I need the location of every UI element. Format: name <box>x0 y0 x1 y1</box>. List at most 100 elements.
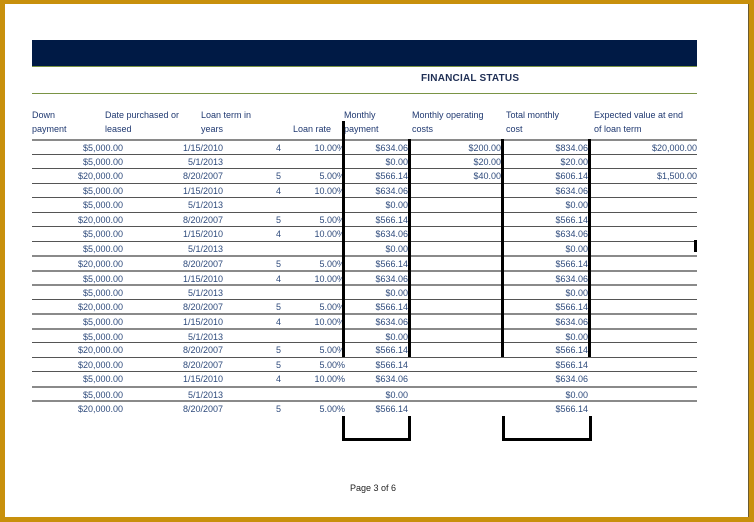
cell-rate[interactable]: 10.00% <box>314 143 345 153</box>
cell-mpay[interactable]: $566.14 <box>375 404 408 414</box>
cell-rate[interactable]: 5.00% <box>319 171 345 181</box>
cell-mpay[interactable]: $634.06 <box>375 185 408 196</box>
cell-mpay[interactable]: $566.14 <box>375 171 408 181</box>
cell-date[interactable]: 8/20/2007 <box>182 214 223 225</box>
cell-down[interactable]: $5,000.00 <box>82 389 123 400</box>
cell-rate[interactable]: 10.00% <box>314 229 345 239</box>
cell-down[interactable]: $20,000.00 <box>77 359 123 370</box>
cell-down[interactable]: $5,000.00 <box>82 200 123 210</box>
cell-date[interactable]: 5/1/2013 <box>187 331 223 342</box>
cell-mpay[interactable]: $566.14 <box>375 259 408 269</box>
cell-tot[interactable]: $634.06 <box>555 317 588 327</box>
cell-tot[interactable]: $20.00 <box>560 156 588 167</box>
cell-rate[interactable]: 5.00% <box>319 259 345 269</box>
cell-date[interactable]: 8/20/2007 <box>182 259 223 269</box>
cell-down[interactable]: $5,000.00 <box>82 229 123 239</box>
cell-mpay[interactable]: $566.14 <box>375 214 408 225</box>
cell-mpay[interactable]: $0.00 <box>385 156 408 167</box>
cell-tot[interactable]: $0.00 <box>565 288 588 298</box>
cell-date[interactable]: 5/1/2013 <box>187 243 223 254</box>
cell-mpay[interactable]: $0.00 <box>385 243 408 254</box>
cell-mpay[interactable]: $0.00 <box>385 288 408 298</box>
cell-tot[interactable]: $566.14 <box>555 301 588 312</box>
cell-tot[interactable]: $566.14 <box>555 214 588 225</box>
cell-term[interactable]: 5 <box>275 259 281 269</box>
cell-tot[interactable]: $634.06 <box>555 185 588 196</box>
cell-tot[interactable]: $834.06 <box>555 143 588 153</box>
cell-tot[interactable]: $634.06 <box>555 273 588 284</box>
cell-tot[interactable]: $634.06 <box>555 374 588 384</box>
cell-date[interactable]: 8/20/2007 <box>182 345 223 355</box>
cell-rate[interactable]: 5.00% <box>319 301 345 312</box>
cell-mpay[interactable]: $634.06 <box>375 143 408 153</box>
cell-date[interactable]: 8/20/2007 <box>182 404 223 414</box>
cell-date[interactable]: 1/15/2010 <box>182 317 223 327</box>
cell-term[interactable]: 5 <box>275 171 281 181</box>
cell-date[interactable]: 1/15/2010 <box>182 229 223 239</box>
cell-mpay[interactable]: $634.06 <box>375 317 408 327</box>
cell-term[interactable]: 4 <box>275 317 281 327</box>
cell-tot[interactable]: $0.00 <box>565 200 588 210</box>
cell-tot[interactable]: $634.06 <box>555 229 588 239</box>
cell-rate[interactable]: 10.00% <box>314 185 345 196</box>
cell-down[interactable]: $20,000.00 <box>77 259 123 269</box>
cell-term[interactable]: 4 <box>275 185 281 196</box>
cell-mpay[interactable]: $634.06 <box>375 229 408 239</box>
cell-mpay[interactable]: $0.00 <box>385 331 408 342</box>
cell-tot[interactable]: $566.14 <box>555 359 588 370</box>
cell-mpay[interactable]: $566.14 <box>375 301 408 312</box>
cell-down[interactable]: $5,000.00 <box>82 331 123 342</box>
cell-mop[interactable]: $20.00 <box>473 156 501 167</box>
cell-tot[interactable]: $0.00 <box>565 389 588 400</box>
cell-down[interactable]: $20,000.00 <box>77 171 123 181</box>
cell-tot[interactable]: $606.14 <box>555 171 588 181</box>
cell-mpay[interactable]: $634.06 <box>375 374 408 384</box>
cell-down[interactable]: $5,000.00 <box>82 374 123 384</box>
cell-term[interactable]: 5 <box>275 345 281 355</box>
cell-rate[interactable]: 10.00% <box>314 374 345 384</box>
cell-date[interactable]: 1/15/2010 <box>182 273 223 284</box>
cell-term[interactable]: 4 <box>275 273 281 284</box>
cell-term[interactable]: 4 <box>275 229 281 239</box>
cell-mpay[interactable]: $566.14 <box>375 345 408 355</box>
cell-date[interactable]: 5/1/2013 <box>187 389 223 400</box>
cell-down[interactable]: $20,000.00 <box>77 404 123 414</box>
cell-date[interactable]: 8/20/2007 <box>182 301 223 312</box>
cell-mop[interactable]: $40.00 <box>473 171 501 181</box>
cell-rate[interactable]: 10.00% <box>314 273 345 284</box>
cell-down[interactable]: $5,000.00 <box>82 273 123 284</box>
cell-tot[interactable]: $0.00 <box>565 243 588 254</box>
cell-date[interactable]: 5/1/2013 <box>187 288 223 298</box>
cell-term[interactable]: 5 <box>275 359 281 370</box>
cell-mpay[interactable]: $566.14 <box>375 359 408 370</box>
cell-term[interactable]: 4 <box>275 143 281 153</box>
cell-date[interactable]: 1/15/2010 <box>182 185 223 196</box>
cell-term[interactable]: 5 <box>275 404 281 414</box>
cell-tot[interactable]: $0.00 <box>565 331 588 342</box>
cell-date[interactable]: 1/15/2010 <box>182 143 223 153</box>
cell-rate[interactable]: 5.00% <box>319 345 345 355</box>
cell-rate[interactable]: 5.00% <box>319 359 345 370</box>
cell-down[interactable]: $5,000.00 <box>82 143 123 153</box>
cell-exp[interactable]: $20,000.00 <box>651 143 697 153</box>
cell-exp[interactable]: $1,500.00 <box>656 171 697 181</box>
cell-date[interactable]: 8/20/2007 <box>182 171 223 181</box>
cell-down[interactable]: $5,000.00 <box>82 185 123 196</box>
cell-term[interactable]: 4 <box>275 374 281 384</box>
cell-date[interactable]: 8/20/2007 <box>182 359 223 370</box>
cell-rate[interactable]: 5.00% <box>319 404 345 414</box>
cell-date[interactable]: 1/15/2010 <box>182 374 223 384</box>
cell-mop[interactable]: $200.00 <box>468 143 501 153</box>
cell-down[interactable]: $20,000.00 <box>77 301 123 312</box>
cell-tot[interactable]: $566.14 <box>555 404 588 414</box>
cell-down[interactable]: $5,000.00 <box>82 288 123 298</box>
cell-term[interactable]: 5 <box>275 214 281 225</box>
cell-rate[interactable]: 10.00% <box>314 317 345 327</box>
cell-term[interactable]: 5 <box>275 301 281 312</box>
cell-tot[interactable]: $566.14 <box>555 345 588 355</box>
cell-tot[interactable]: $566.14 <box>555 259 588 269</box>
cell-date[interactable]: 5/1/2013 <box>187 200 223 210</box>
cell-date[interactable]: 5/1/2013 <box>187 156 223 167</box>
cell-down[interactable]: $20,000.00 <box>77 345 123 355</box>
cell-mpay[interactable]: $0.00 <box>385 389 408 400</box>
